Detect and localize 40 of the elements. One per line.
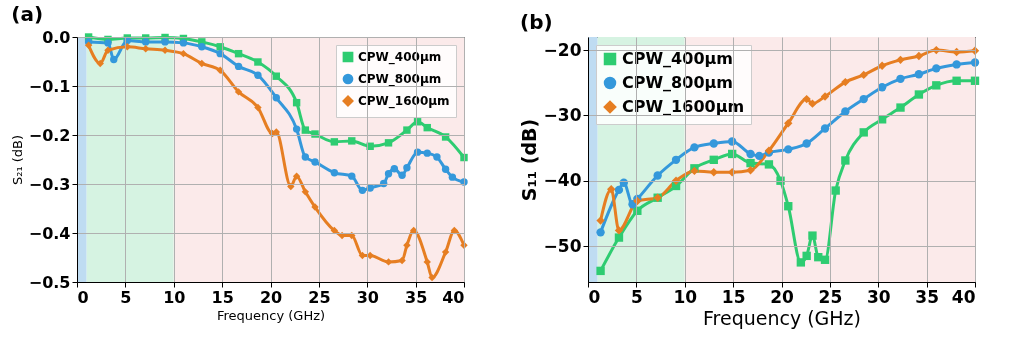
chart-title: (b)	[520, 10, 553, 34]
x-tick-label: 5	[120, 287, 132, 307]
x-tick-label: 40	[442, 287, 465, 307]
y-tick-label: −0.4	[28, 223, 71, 243]
x-tick-label: 10	[163, 287, 186, 307]
y-axis-title: S₂₁ (dB)	[9, 134, 25, 186]
legend-label: CPW_800µm	[358, 72, 442, 87]
y-tick-label: −0.5	[28, 272, 71, 292]
legend-label: CPW_800µm	[622, 73, 733, 92]
y-tick-label: −0.3	[28, 174, 71, 194]
legend-label: CPW_400µm	[358, 50, 442, 65]
x-tick-label: 20	[770, 286, 794, 307]
x-tick-label: 35	[915, 286, 939, 307]
legend-label: CPW_1600µm	[622, 97, 745, 116]
x-tick-label: 10	[673, 286, 698, 307]
y-tick-label: −50	[543, 235, 582, 256]
x-tick-label: 20	[259, 287, 283, 307]
y-tick-label: −0.2	[28, 125, 71, 145]
x-tick-label: 40	[951, 286, 976, 307]
x-axis-title: Frequency (GHz)	[702, 306, 862, 329]
y-tick-label: −20	[543, 39, 582, 60]
y-tick-label: −0.1	[28, 76, 71, 96]
x-tick-label: 25	[308, 287, 331, 307]
x-tick-label: 15	[721, 286, 746, 307]
x-tick-label: 0	[77, 287, 89, 307]
x-tick-label: 0	[588, 286, 601, 307]
x-tick-label: 30	[356, 287, 379, 307]
x-tick-label: 15	[211, 287, 234, 307]
y-tick-label: −30	[543, 104, 582, 125]
y-tick-label: −40	[543, 170, 582, 191]
x-tick-label: 35	[404, 287, 428, 307]
chart-title: (a)	[11, 2, 44, 26]
legend-label: CPW_1600µm	[358, 94, 450, 109]
x-tick-label: 30	[866, 286, 891, 307]
y-tick-label: 0.0	[42, 27, 71, 47]
y-axis-title: S₁₁ (dB)	[517, 118, 540, 202]
legend-label: CPW_400µm	[622, 49, 733, 68]
x-tick-label: 25	[818, 286, 843, 307]
x-tick-label: 5	[630, 286, 643, 307]
x-axis-title: Frequency (GHz)	[216, 307, 326, 323]
